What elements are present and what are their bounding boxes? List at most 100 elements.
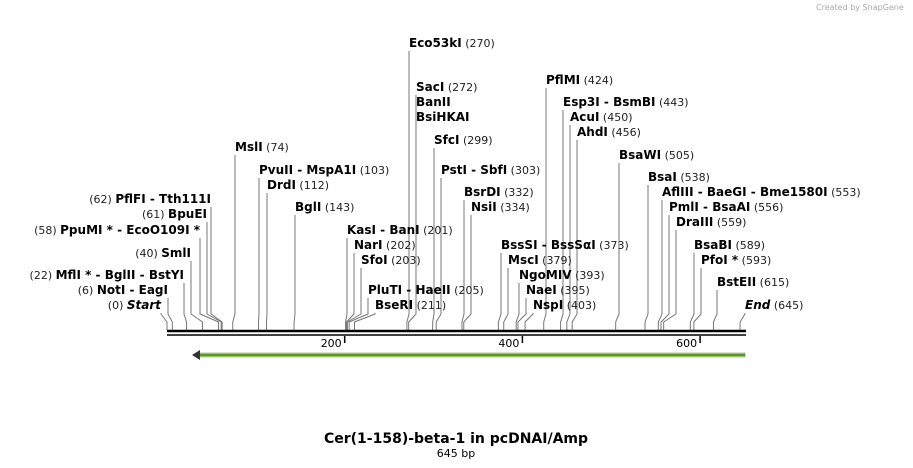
site-bsssi-bsss-i[interactable]: BssSI - BssSαI (373) bbox=[501, 238, 629, 252]
site-naei[interactable]: NaeI (395) bbox=[526, 283, 590, 297]
site-nspi[interactable]: NspI (403) bbox=[533, 298, 596, 312]
site-msci[interactable]: MscI (379) bbox=[508, 253, 572, 267]
site-connector bbox=[232, 155, 236, 330]
site-label: AhdI (456) bbox=[577, 125, 641, 139]
ruler-tick-label: 400 bbox=[498, 337, 519, 350]
site-esp3i-bsmbi[interactable]: Esp3I - BsmBI (443) bbox=[563, 95, 689, 109]
site-name: PfoI * bbox=[701, 253, 739, 267]
site-connector bbox=[524, 313, 534, 330]
site-label: BglI (143) bbox=[295, 200, 354, 214]
site-start[interactable]: (0) Start bbox=[108, 298, 162, 312]
site-bsihkai[interactable]: BsiHKAI bbox=[416, 110, 470, 124]
site-pmli-bsaai[interactable]: PmlI - BsaAI (556) bbox=[669, 200, 783, 214]
site-sfoi[interactable]: SfoI (203) bbox=[361, 253, 421, 267]
site-name: BglI bbox=[295, 200, 321, 214]
site-nsii[interactable]: NsiI (334) bbox=[471, 200, 530, 214]
site-position: (103) bbox=[356, 164, 389, 177]
site-bgli[interactable]: BglI (143) bbox=[295, 200, 354, 214]
site-label: BsaI (538) bbox=[648, 170, 710, 184]
site-connector bbox=[663, 230, 677, 330]
site-afliii-baegi-bme1580i[interactable]: AflIII - BaeGI - Bme1580I (553) bbox=[662, 185, 861, 199]
site-name: PmlI - BsaAI bbox=[669, 200, 750, 214]
site-name: BseRI bbox=[375, 298, 413, 312]
site-kasi-bani[interactable]: KasI - BanI (201) bbox=[347, 223, 453, 237]
site-pfoi[interactable]: PfoI * (593) bbox=[701, 253, 771, 267]
site-position: (211) bbox=[413, 299, 446, 312]
site-connector bbox=[689, 253, 695, 330]
site-label: PmlI - BsaAI (556) bbox=[669, 200, 783, 214]
site-bsai[interactable]: BsaI (538) bbox=[648, 170, 710, 184]
map-title: Cer(1-158)-beta-1 in pcDNAI/Amp bbox=[324, 431, 588, 447]
site-connector bbox=[515, 283, 520, 330]
site-label: (61) BpuEI bbox=[142, 207, 207, 221]
site-position: (456) bbox=[608, 126, 641, 139]
site-name: PluTI - HaeII bbox=[368, 283, 451, 297]
site-pflmi[interactable]: PflMI (424) bbox=[546, 73, 613, 87]
site-connector bbox=[408, 95, 417, 330]
site-name: DraIII bbox=[676, 215, 713, 229]
site-label: DrdI (112) bbox=[267, 178, 329, 192]
site-label: SacI (272) bbox=[416, 80, 477, 94]
site-end[interactable]: End (645) bbox=[745, 298, 803, 312]
site-name: AcuI bbox=[570, 110, 599, 124]
site-connector bbox=[660, 215, 670, 330]
site-position: (424) bbox=[580, 74, 613, 87]
site-pflfi-tth111i[interactable]: (62) PflFI - Tth111I bbox=[89, 192, 211, 206]
site-connector bbox=[190, 261, 204, 330]
site-label: NaeI (395) bbox=[526, 283, 590, 297]
site-bsrdi[interactable]: BsrDI (332) bbox=[464, 185, 534, 199]
site-bsabi[interactable]: BsaBI (589) bbox=[694, 238, 765, 252]
site-label: BssSI - BssSαI (373) bbox=[501, 238, 629, 252]
site-drdi[interactable]: DrdI (112) bbox=[267, 178, 329, 192]
site-bsawi[interactable]: BsaWI (505) bbox=[619, 148, 694, 162]
site-draiii[interactable]: DraIII (559) bbox=[676, 215, 746, 229]
site-smli[interactable]: (40) SmlI bbox=[135, 246, 191, 260]
site-label: Esp3I - BsmBI (443) bbox=[563, 95, 689, 109]
site-name: PvuII - MspA1I bbox=[259, 163, 356, 177]
site-position: (112) bbox=[296, 179, 329, 192]
site-name: MscI bbox=[508, 253, 539, 267]
site-pvuii-mspa1i[interactable]: PvuII - MspA1I (103) bbox=[259, 163, 389, 177]
site-nari[interactable]: NarI (202) bbox=[354, 238, 416, 252]
site-position: (270) bbox=[462, 37, 495, 50]
site-mfli-bglii-bstyi[interactable]: (22) MflI * - BglII - BstYI bbox=[30, 268, 184, 282]
site-name: SfcI bbox=[434, 133, 459, 147]
site-pluti-haeii[interactable]: PluTI - HaeII (205) bbox=[368, 283, 484, 297]
site-label: Eco53kI (270) bbox=[409, 36, 495, 50]
site-position: (62) bbox=[89, 193, 115, 206]
site-position: (395) bbox=[557, 284, 590, 297]
site-position: (299) bbox=[459, 134, 492, 147]
site-bseri[interactable]: BseRI (211) bbox=[375, 298, 446, 312]
feature-arrow[interactable] bbox=[192, 350, 746, 360]
site-name: PflMI bbox=[546, 73, 580, 87]
site-name: BsaI bbox=[648, 170, 677, 184]
site-saci[interactable]: SacI (272) bbox=[416, 80, 477, 94]
site-connector bbox=[693, 268, 702, 330]
site-label: DraIII (559) bbox=[676, 215, 746, 229]
site-bsteii[interactable]: BstEII (615) bbox=[717, 275, 789, 289]
site-label: NarI (202) bbox=[354, 238, 416, 252]
site-connector bbox=[463, 215, 472, 330]
site-sfci[interactable]: SfcI (299) bbox=[434, 133, 493, 147]
site-name: BanII bbox=[416, 95, 451, 109]
site-msli[interactable]: MslI (74) bbox=[235, 140, 289, 154]
site-ngomiv[interactable]: NgoMIV (393) bbox=[519, 268, 605, 282]
site-ahdi[interactable]: AhdI (456) bbox=[577, 125, 641, 139]
site-ppumi-ecoo109i[interactable]: (58) PpuMI * - EcoO109I * bbox=[34, 223, 201, 237]
site-connector bbox=[503, 268, 509, 330]
site-bpuei[interactable]: (61) BpuEI bbox=[142, 207, 207, 221]
site-connector bbox=[346, 268, 362, 330]
site-position: (202) bbox=[383, 239, 416, 252]
site-name: PflFI - Tth111I bbox=[115, 192, 211, 206]
site-position: (556) bbox=[750, 201, 783, 214]
site-noti-eagi[interactable]: (6) NotI - EagI bbox=[78, 283, 168, 297]
site-name: Start bbox=[127, 298, 162, 312]
site-position: (393) bbox=[572, 269, 605, 282]
map-length: 645 bp bbox=[437, 447, 475, 460]
site-eco53ki[interactable]: Eco53kI (270) bbox=[409, 36, 495, 50]
site-position: (334) bbox=[497, 201, 530, 214]
site-banii[interactable]: BanII bbox=[416, 95, 451, 109]
site-acui[interactable]: AcuI (450) bbox=[570, 110, 633, 124]
site-position: (593) bbox=[738, 254, 771, 267]
site-psti-sbfi[interactable]: PstI - SbfI (303) bbox=[441, 163, 540, 177]
